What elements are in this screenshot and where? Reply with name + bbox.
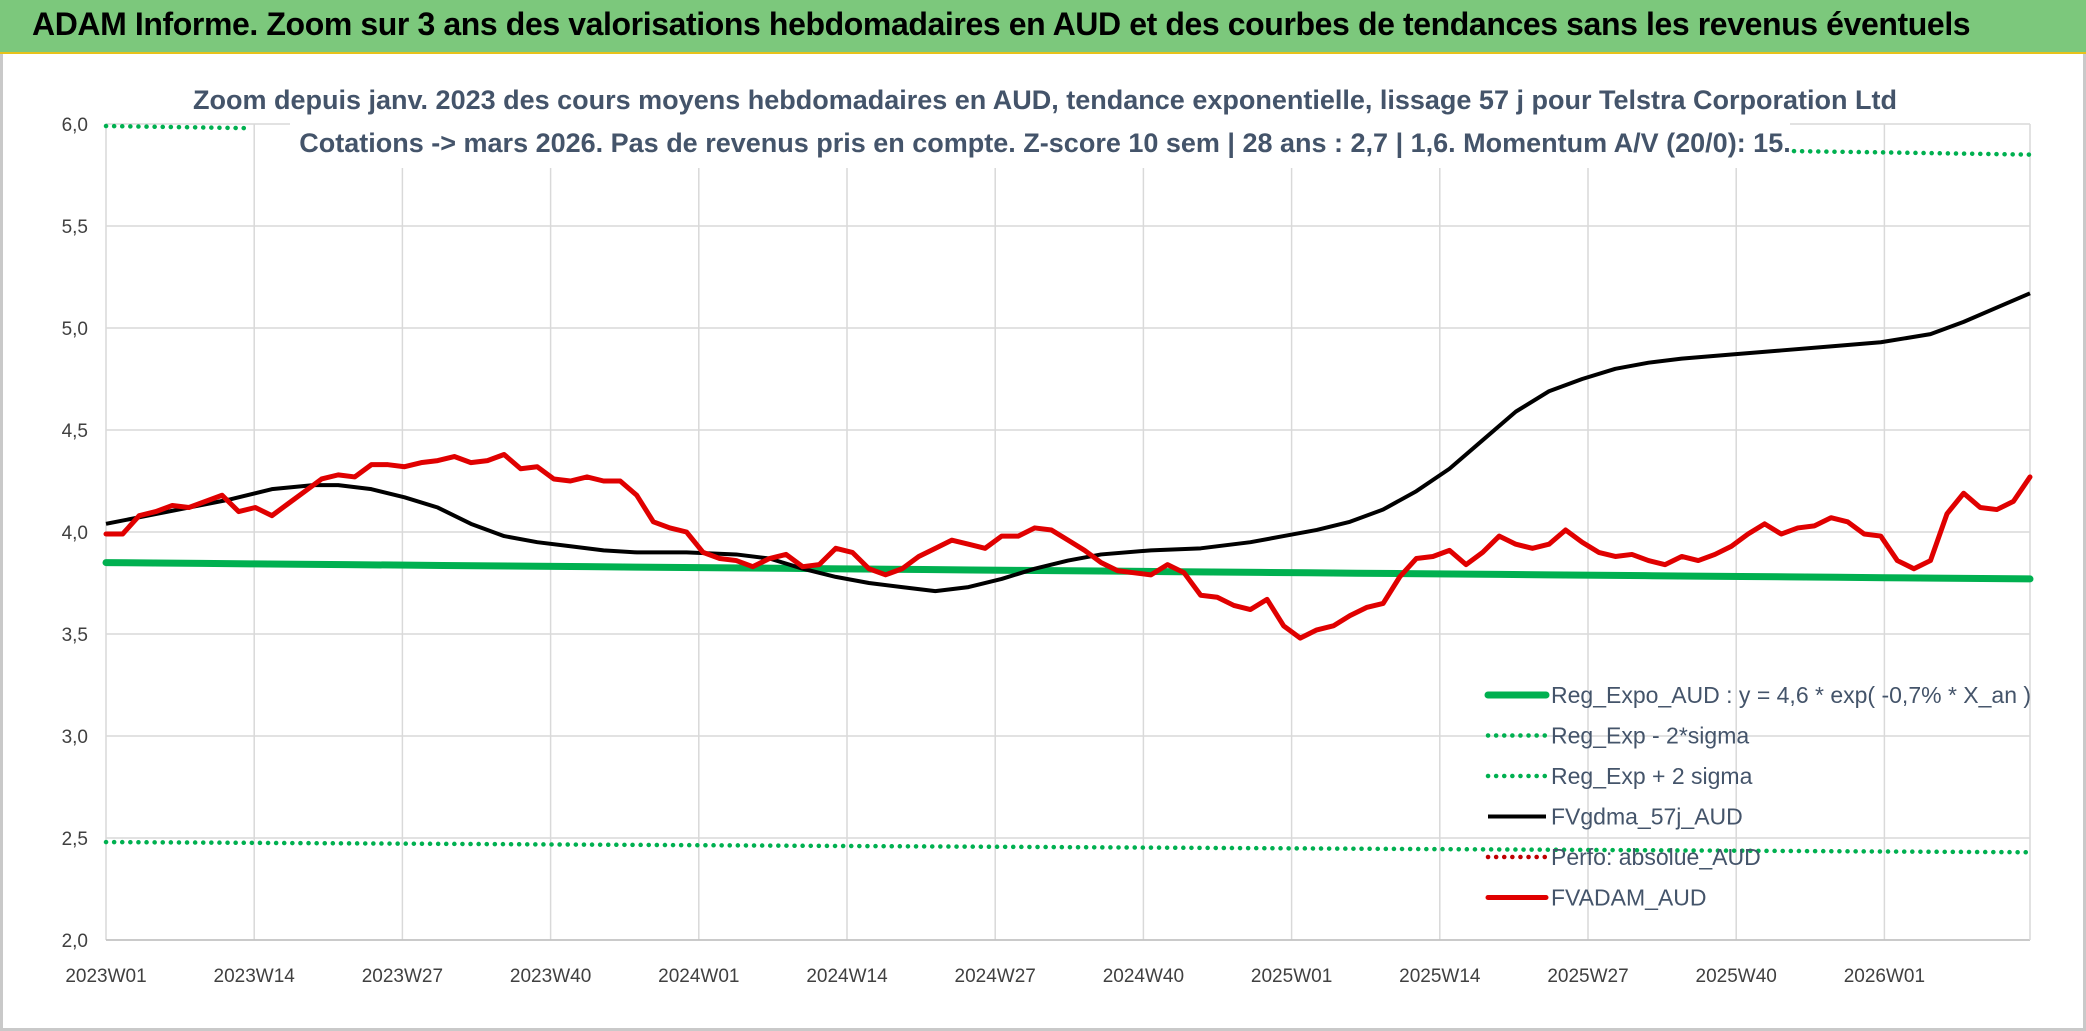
series-reg-exp-2-sigma — [103, 123, 253, 131]
x-tick-label: 2025W40 — [1696, 966, 1777, 987]
chart-title-line-1: Zoom depuis janv. 2023 des cours moyens … — [193, 85, 1897, 115]
x-tick-label: 2023W14 — [214, 966, 296, 987]
chart-title-line-2: Cotations -> mars 2026. Pas de revenus p… — [299, 128, 1790, 158]
y-tick-label: 5,5 — [62, 217, 88, 238]
legend-label-perfo-absolue-aud: Perfo: absolue_AUD — [1551, 844, 1761, 870]
x-tick-label: 2023W40 — [510, 966, 591, 987]
y-tick-label: 5,0 — [62, 319, 88, 340]
y-tick-label: 3,0 — [62, 727, 88, 748]
header-bar: ADAM Informe. Zoom sur 3 ans des valoris… — [0, 0, 2086, 54]
chart-title-background — [290, 78, 1790, 168]
x-tick-label: 2023W27 — [362, 966, 443, 987]
series-fvadam-aud — [103, 451, 2033, 641]
x-tick-label: 2024W27 — [955, 966, 1036, 987]
x-tick-label: 2025W14 — [1399, 966, 1481, 987]
legend-label-fvadam-aud: FVADAM_AUD — [1551, 885, 1707, 911]
legend-label-fvgdma-57j-aud: FVgdma_57j_AUD — [1551, 804, 1743, 830]
y-tick-label: 2,0 — [62, 931, 88, 952]
chart-legend: Reg_Expo_AUD : y = 4,6 * exp( -0,7% * X_… — [1484, 682, 2031, 911]
y-tick-label: 3,5 — [62, 625, 88, 646]
x-axis-ticks: 2023W01 2023W14 2023W27 2023W40 2024W01 2024W… — [65, 966, 1925, 987]
y-tick-label: 4,0 — [62, 523, 88, 544]
series-reg-exp-2-sigma — [103, 839, 2033, 855]
x-tick-label: 2024W40 — [1103, 966, 1184, 987]
x-tick-label: 2025W27 — [1547, 966, 1628, 987]
chart-grid — [105, 123, 2031, 941]
y-tick-label: 4,5 — [62, 421, 88, 442]
y-tick-label: 6,0 — [62, 115, 88, 136]
y-axis-ticks: 2,0 2,5 3,0 3,5 4,0 4,5 5,0 5,5 6,0 — [62, 115, 88, 952]
chart-series — [102, 123, 2034, 855]
page-title: ADAM Informe. Zoom sur 3 ans des valoris… — [32, 6, 1971, 42]
x-tick-label: 2025W01 — [1251, 966, 1332, 987]
series-fvgdma-57j-aud — [105, 291, 2031, 594]
x-tick-label: 2023W01 — [65, 966, 146, 987]
y-tick-label: 2,5 — [62, 829, 88, 850]
x-tick-label: 2024W01 — [658, 966, 739, 987]
series-reg-expo-aud-y-4-6-exp-0-7-x-an — [102, 559, 2034, 583]
legend-label-reg-exp-2-sigma: Reg_Exp + 2 sigma — [1551, 763, 1753, 789]
legend-label-reg-expo-aud-y-4-6-exp-0-7-x-an: Reg_Expo_AUD : y = 4,6 * exp( -0,7% * X_… — [1551, 682, 2031, 708]
x-tick-label: 2026W01 — [1844, 966, 1925, 987]
legend-label-reg-exp-2-sigma: Reg_Exp - 2*sigma — [1551, 723, 1749, 749]
x-tick-label: 2024W14 — [806, 966, 888, 987]
